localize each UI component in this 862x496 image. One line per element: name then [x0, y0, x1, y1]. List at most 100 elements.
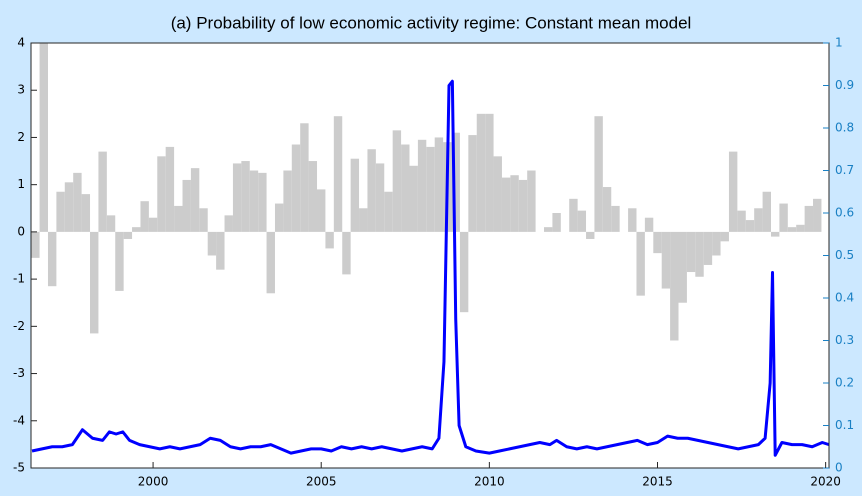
- bar: [468, 135, 477, 232]
- y-tick-label: -3: [13, 366, 25, 380]
- y2-tick-label: 0.7: [835, 163, 854, 177]
- bar: [123, 231, 133, 239]
- bar: [501, 177, 511, 232]
- bar: [678, 231, 687, 303]
- bar: [367, 149, 376, 232]
- bar: [569, 198, 578, 232]
- bar: [417, 139, 427, 232]
- bar: [31, 231, 40, 258]
- bar: [350, 158, 360, 232]
- bar: [258, 172, 267, 232]
- bar: [510, 175, 519, 232]
- bar: [661, 231, 671, 289]
- bar: [813, 198, 822, 232]
- bar: [518, 179, 528, 232]
- bar: [628, 208, 637, 232]
- bar: [594, 116, 603, 232]
- bar: [451, 132, 460, 232]
- bar: [291, 144, 301, 232]
- y2-tick-label: 0.8: [835, 121, 854, 135]
- bar: [140, 201, 149, 232]
- bar: [770, 231, 780, 237]
- bar: [249, 170, 259, 232]
- bar: [157, 156, 166, 232]
- bar: [737, 210, 746, 232]
- bar: [81, 194, 91, 232]
- bar: [796, 224, 805, 232]
- bar: [720, 231, 729, 242]
- bar: [787, 227, 797, 232]
- y2-tick-label: 0.2: [835, 376, 854, 390]
- bar: [611, 205, 620, 232]
- bar: [359, 208, 368, 232]
- x-tick-label: 2015: [642, 475, 673, 489]
- bar: [232, 163, 242, 232]
- bar: [485, 113, 494, 232]
- bar: [241, 161, 250, 232]
- bar: [493, 156, 502, 232]
- bar: [90, 231, 99, 334]
- bar: [98, 151, 107, 232]
- y-tick-label: -4: [13, 413, 25, 427]
- bar: [686, 231, 696, 273]
- bar: [745, 220, 755, 232]
- bar: [426, 146, 435, 232]
- bar: [39, 43, 48, 232]
- bar: [602, 187, 612, 232]
- bar: [165, 146, 175, 232]
- bar: [544, 227, 553, 232]
- bar: [459, 231, 469, 313]
- bar: [401, 144, 410, 232]
- bar: [552, 213, 561, 232]
- y-tick-label: 2: [17, 130, 25, 144]
- bar: [342, 231, 351, 275]
- y-tick-label: -2: [13, 319, 25, 333]
- x-tick-label: 2010: [474, 475, 505, 489]
- y-tick-label: -1: [13, 272, 25, 286]
- bar: [476, 113, 486, 232]
- bar: [384, 191, 393, 232]
- bar: [409, 165, 418, 232]
- bar: [216, 231, 225, 270]
- y2-tick-label: 0.6: [835, 206, 854, 220]
- y2-tick-label: 0.3: [835, 333, 854, 347]
- y-tick-label: -5: [13, 461, 25, 475]
- line: [31, 79, 830, 457]
- bar: [207, 231, 217, 256]
- bar: [64, 182, 74, 232]
- bar: [754, 208, 763, 232]
- bar: [586, 231, 595, 239]
- bar: [375, 163, 385, 232]
- x-tick-label: 2000: [138, 475, 169, 489]
- y2-tick-label: 1: [835, 36, 843, 50]
- bar: [804, 205, 814, 232]
- bar: [317, 189, 326, 232]
- bar: [712, 231, 721, 256]
- bar: [434, 137, 444, 232]
- bar: [577, 210, 587, 232]
- bar: [728, 151, 738, 232]
- y2-tick-label: 0: [835, 461, 843, 475]
- bar: [333, 116, 343, 232]
- bar: [636, 231, 645, 296]
- bar: [47, 231, 57, 287]
- bar: [670, 231, 679, 341]
- bar: [132, 227, 141, 232]
- bar: [325, 231, 334, 249]
- bar: [199, 208, 208, 232]
- y-tick-label: 0: [17, 224, 25, 238]
- bar: [115, 231, 124, 291]
- chart-title: (a) Probability of low economic activity…: [171, 13, 692, 32]
- bar: [695, 231, 704, 277]
- bar: [106, 215, 116, 232]
- y2-tick-label: 0.1: [835, 418, 854, 432]
- y2-tick-label: 0.5: [835, 248, 854, 262]
- bar: [182, 179, 191, 232]
- x-tick-label: 2020: [810, 475, 841, 489]
- y-tick-label: 1: [17, 177, 25, 191]
- bar: [527, 170, 536, 232]
- bar: [190, 168, 200, 232]
- bar: [653, 231, 662, 254]
- x-tick-label: 2005: [306, 475, 337, 489]
